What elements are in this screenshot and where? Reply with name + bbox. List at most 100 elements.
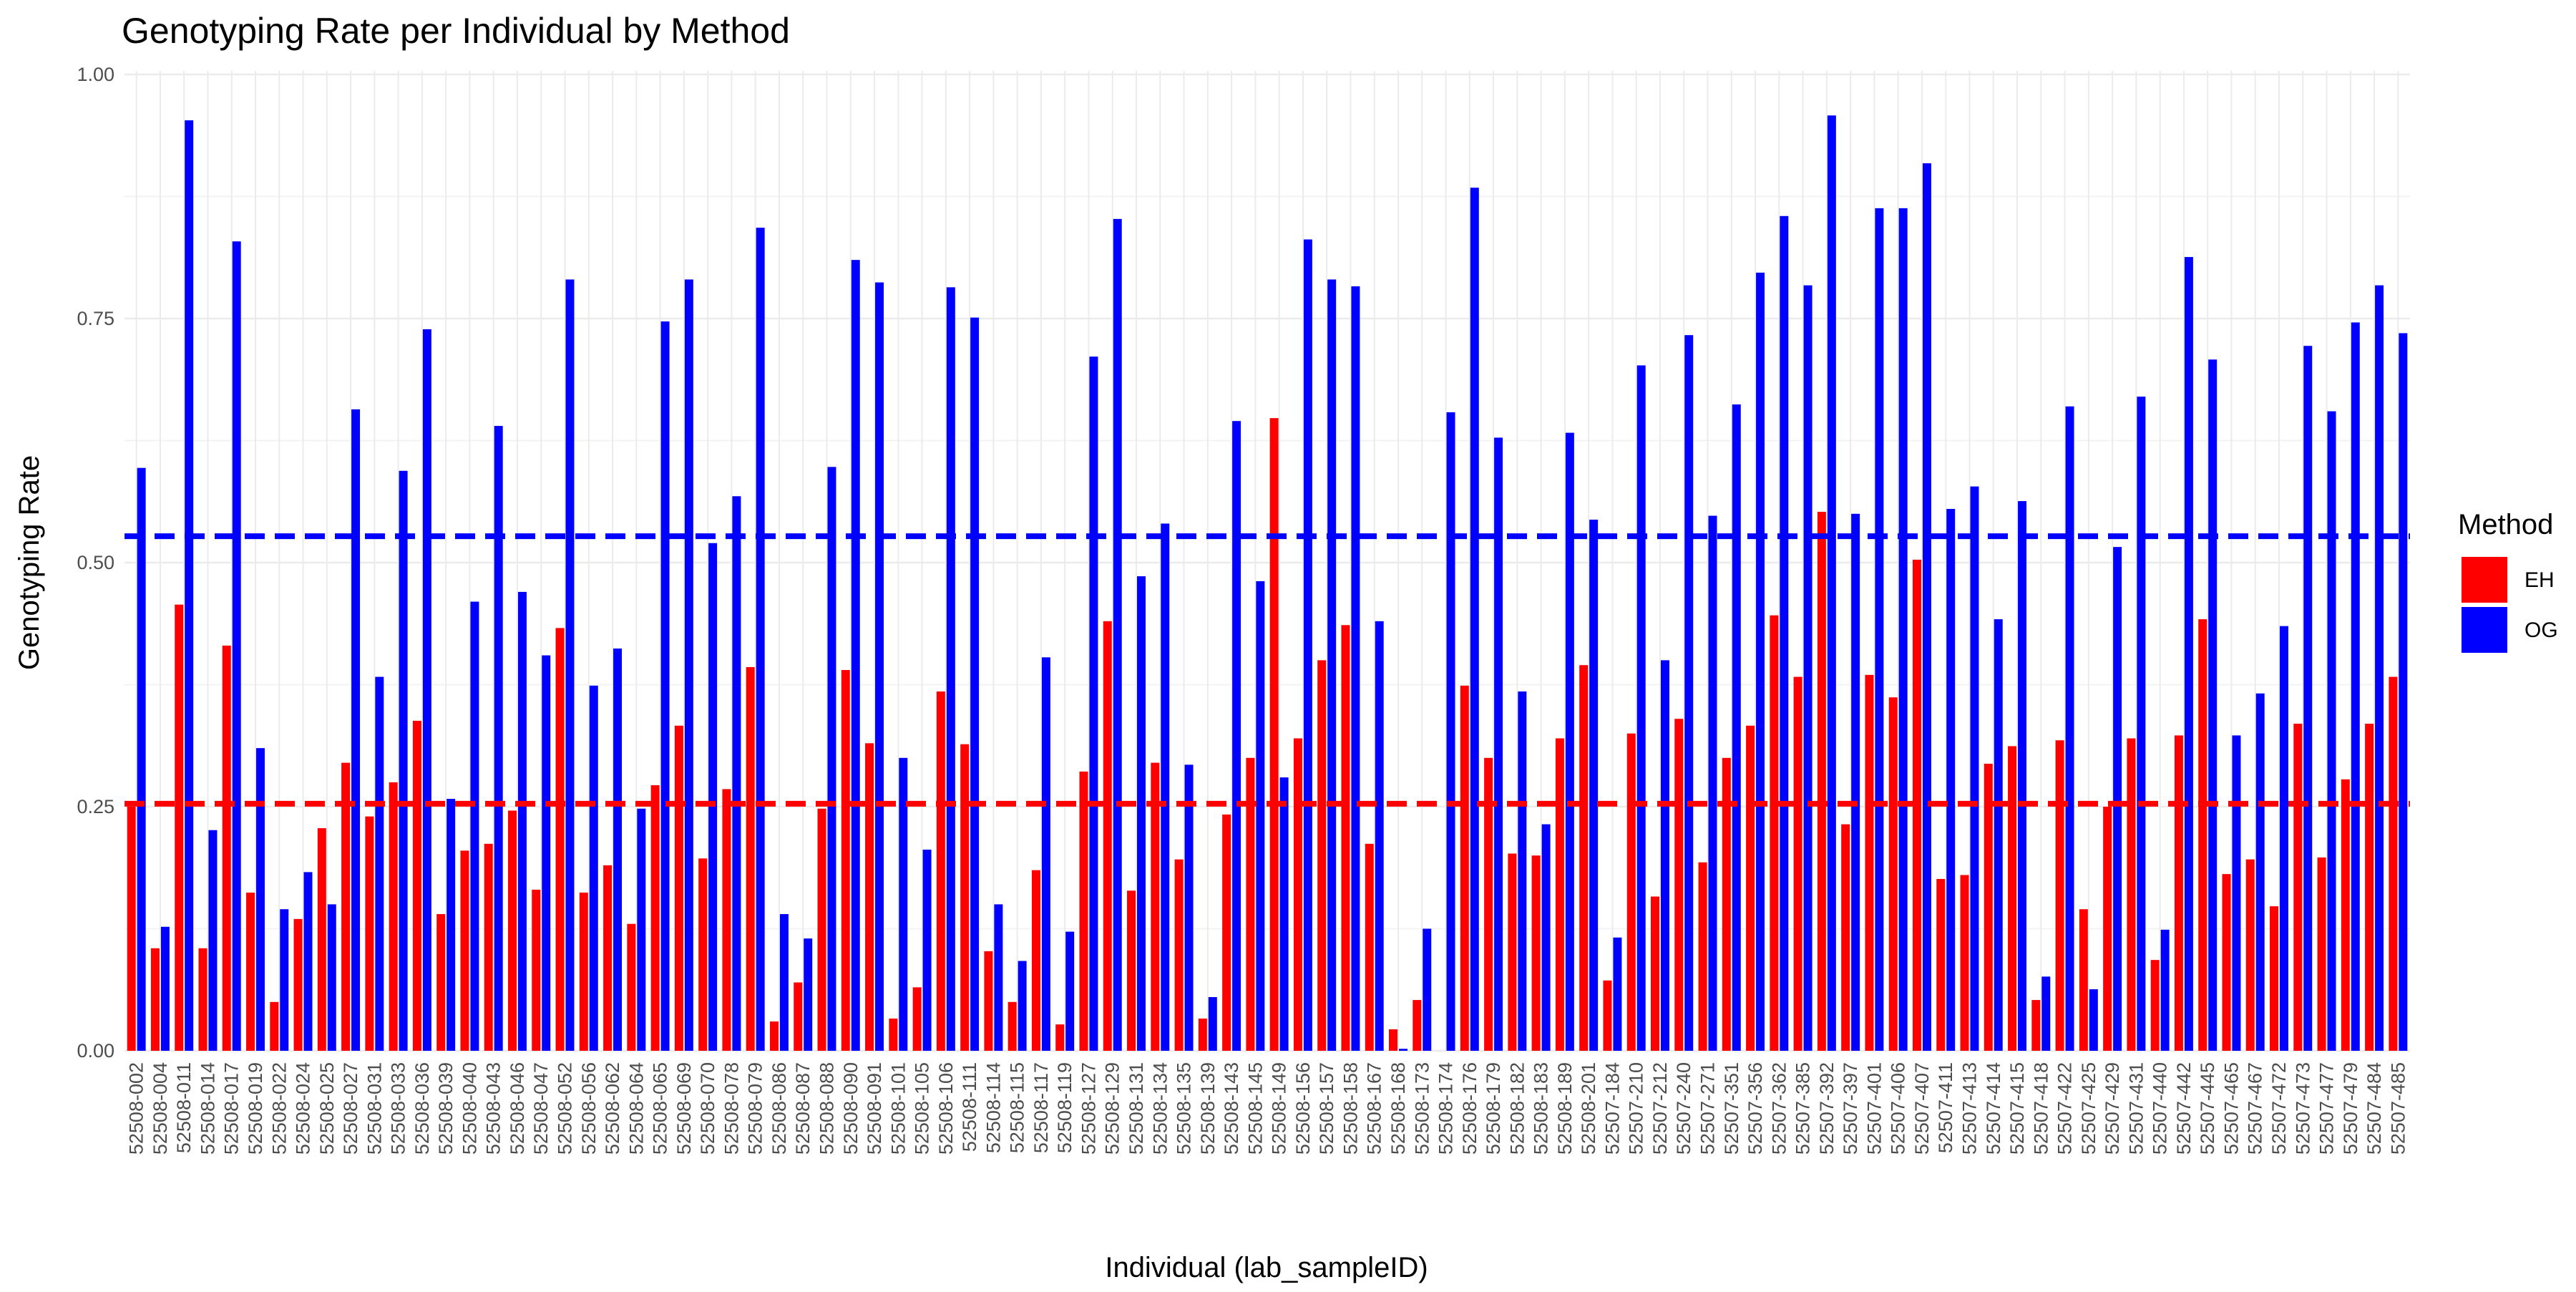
bar [1079, 771, 1088, 1051]
bar [1994, 619, 2003, 1051]
bar [1151, 762, 1160, 1051]
bar [1946, 508, 1956, 1051]
bar [1317, 660, 1327, 1051]
bar [1865, 674, 1874, 1051]
x-tick-label: 52507-465 [2220, 1062, 2242, 1155]
bar [1161, 523, 1170, 1051]
bar [1970, 486, 1979, 1051]
bar [1626, 733, 1636, 1051]
bar [341, 762, 351, 1051]
x-tick-label: 52508-040 [459, 1062, 480, 1155]
x-tick-label: 52507-362 [1768, 1062, 1790, 1155]
bar [889, 1018, 898, 1051]
bar [2351, 322, 2360, 1051]
x-tick-label: 52507-440 [2150, 1062, 2171, 1155]
bar [1518, 691, 1527, 1051]
bar [185, 120, 194, 1051]
x-tick-label: 52507-210 [1626, 1062, 1647, 1155]
bar [1365, 843, 1374, 1051]
x-tick-label: 52507-392 [1816, 1062, 1838, 1155]
x-tick-label: 52507-240 [1673, 1062, 1694, 1155]
bar [447, 799, 456, 1051]
bar [327, 904, 336, 1051]
bar [1555, 738, 1564, 1051]
bar [399, 470, 408, 1051]
bar [2041, 976, 2051, 1051]
bar [650, 785, 660, 1051]
bar [794, 982, 803, 1051]
bar [912, 987, 922, 1051]
x-tick-label: 52508-064 [625, 1062, 647, 1155]
y-tick-label: 0.00 [77, 1040, 114, 1062]
bar [160, 926, 170, 1051]
bar [1269, 418, 1279, 1051]
bar [2113, 547, 2122, 1051]
bar [698, 858, 708, 1051]
x-tick-label: 52507-472 [2268, 1062, 2290, 1155]
bar [2270, 906, 2279, 1051]
x-tick-label: 52507-467 [2245, 1062, 2266, 1155]
bar [2137, 397, 2146, 1051]
bar [2399, 333, 2408, 1051]
bar [1246, 757, 1255, 1051]
bar [2103, 807, 2112, 1051]
bar [232, 241, 241, 1051]
bar [255, 748, 265, 1051]
x-tick-label: 52508-036 [411, 1062, 433, 1155]
bar [1375, 621, 1384, 1051]
bar [470, 601, 479, 1051]
x-tick-label: 52508-114 [982, 1062, 1004, 1153]
bar [2065, 406, 2074, 1051]
bar [2089, 989, 2098, 1051]
x-tick-label: 52508-182 [1506, 1062, 1528, 1155]
x-tick-label: 52507-397 [1840, 1062, 1861, 1155]
bar [684, 279, 693, 1051]
bar [875, 282, 884, 1051]
bar [1793, 676, 1802, 1051]
y-tick-label: 0.25 [77, 796, 114, 817]
x-tick-label: 52507-418 [2030, 1062, 2051, 1155]
x-tick-label: 52508-033 [388, 1062, 409, 1155]
bar [994, 904, 1003, 1051]
bar [2327, 411, 2336, 1051]
bar [1732, 404, 1741, 1051]
bar [2232, 735, 2241, 1051]
bar [2184, 257, 2193, 1051]
x-tick-label: 52508-176 [1459, 1062, 1480, 1155]
bar [2079, 909, 2088, 1051]
x-tick-label: 52508-158 [1340, 1062, 1361, 1155]
bar [1603, 980, 1612, 1051]
bar [1898, 208, 1908, 1051]
x-tick-label: 52507-271 [1697, 1062, 1719, 1155]
bar [637, 808, 646, 1051]
bar [1232, 421, 1241, 1051]
legend-swatch [2462, 557, 2507, 603]
x-tick-label: 52508-129 [1102, 1062, 1123, 1155]
bar [674, 725, 683, 1051]
bar [494, 426, 503, 1051]
bar [627, 923, 636, 1051]
x-tick-label: 52508-039 [435, 1062, 457, 1155]
bar [841, 670, 850, 1051]
bar [960, 744, 970, 1051]
bar [1208, 996, 1217, 1051]
bar [1851, 513, 1860, 1051]
bar [1041, 657, 1050, 1051]
bar [756, 228, 765, 1051]
bar [303, 872, 313, 1051]
bar [1279, 777, 1289, 1051]
bar [1055, 1024, 1065, 1051]
bar [2375, 285, 2384, 1051]
bar [1174, 859, 1184, 1051]
bar [899, 757, 908, 1051]
x-tick-label: 52508-086 [769, 1062, 790, 1155]
x-tick-label: 52508-070 [697, 1062, 718, 1155]
x-tick-label: 52508-167 [1364, 1062, 1385, 1155]
bar [1341, 625, 1350, 1051]
bar [150, 948, 160, 1051]
bar [1984, 763, 1993, 1051]
bar [1389, 1029, 1397, 1051]
bar [1508, 853, 1517, 1051]
bar [2174, 735, 2183, 1051]
bar [1031, 870, 1040, 1051]
